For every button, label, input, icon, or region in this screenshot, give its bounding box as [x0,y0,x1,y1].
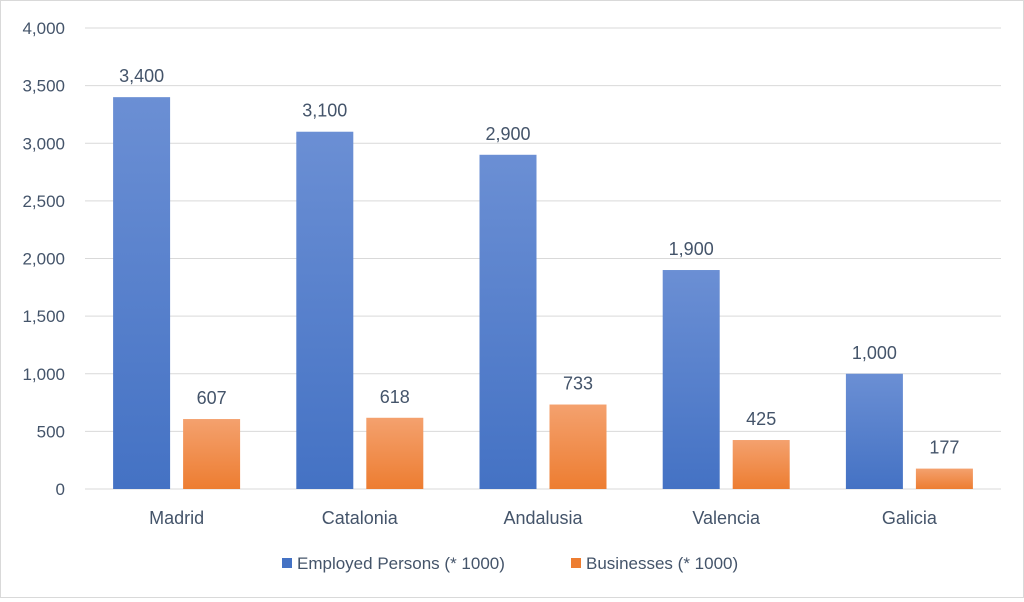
data-label: 2,900 [485,124,530,144]
y-tick-label: 2,000 [22,250,65,269]
bar-madrid-series-1 [113,97,171,490]
data-label: 1,900 [669,239,714,259]
y-tick-label: 2,500 [22,192,65,211]
x-category-label: Catalonia [322,508,399,528]
y-tick-label: 0 [56,480,65,499]
data-label: 618 [380,387,410,407]
x-category-label: Madrid [149,508,204,528]
y-tick-label: 3,500 [22,77,65,96]
data-label: 1,000 [852,343,897,363]
data-label: 607 [197,388,227,408]
legend: Employed Persons (* 1000) Businesses (* 1… [282,554,738,573]
data-labels: 3,400 607 3,100 618 2,900 733 1,900 425 1,000 177 [119,66,959,457]
data-label: 3,400 [119,66,164,86]
legend-swatch [571,558,581,568]
y-tick-label: 4,000 [22,19,65,38]
bars [113,97,973,490]
y-tick-label: 1,500 [22,307,65,326]
legend-swatch [282,558,292,568]
data-label: 733 [563,374,593,394]
bar-valencia-series-1 [662,270,720,489]
data-label: 177 [929,438,959,458]
bar-valencia-series-2 [732,440,790,489]
x-category-label: Andalusia [503,508,583,528]
bar-andalusia-series-2 [549,404,607,489]
x-axis-category-labels: Madrid Catalonia Andalusia Valencia Galicia [149,508,938,528]
legend-label: Employed Persons (* 1000) [297,554,505,573]
bar-catalonia-series-1 [296,131,354,489]
y-tick-label: 1,000 [22,365,65,384]
bar-catalonia-series-2 [366,417,424,489]
x-category-label: Galicia [882,508,938,528]
y-tick-label: 3,000 [22,134,65,153]
y-tick-label: 500 [37,422,65,441]
data-label: 3,100 [302,101,347,121]
bar-galicia-series-2 [915,468,973,489]
y-axis-tick-labels: 0 500 1,000 1,500 2,000 2,500 3,000 3,500 4,000 [22,19,65,499]
bar-madrid-series-2 [183,419,241,489]
bar-galicia-series-1 [845,373,903,489]
data-label: 425 [746,409,776,429]
x-category-label: Valencia [692,508,761,528]
legend-label: Businesses (* 1000) [586,554,738,573]
bar-andalusia-series-1 [479,154,537,489]
